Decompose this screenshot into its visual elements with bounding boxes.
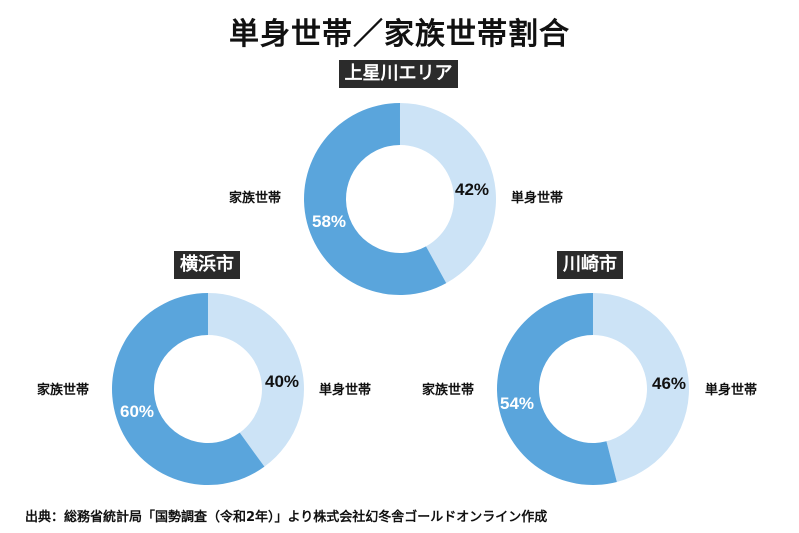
donut-kamihoshikawa: 42% 58% <box>304 103 496 295</box>
donut-segments <box>304 103 496 295</box>
single-pct: 42% <box>455 180 489 199</box>
family-label-yokohama: 家族世帯 <box>37 383 90 398</box>
region-label-yokohama: 横浜市 <box>174 251 240 279</box>
segment-single <box>208 293 304 467</box>
source-note: 出典：総務省統計局「国勢調査（令和2年）」より株式会社幻冬舎ゴールドオンライン作… <box>25 510 548 525</box>
region-label-kamihoshikawa: 上星川エリア <box>339 60 458 88</box>
chart-title: 単身世帯／家族世帯割合 <box>229 17 570 52</box>
single-pct: 40% <box>265 372 299 391</box>
donut-yokohama: 40% 60% <box>112 293 304 485</box>
segment-family <box>112 293 265 485</box>
single-label-kamihoshikawa: 単身世帯 <box>511 191 564 206</box>
family-pct: 58% <box>312 212 346 231</box>
segment-single <box>593 293 689 482</box>
donut-segments <box>112 293 304 485</box>
family-label-kamihoshikawa: 家族世帯 <box>229 191 282 206</box>
segment-family <box>497 293 617 485</box>
single-pct: 46% <box>652 374 686 393</box>
family-pct: 60% <box>120 402 154 421</box>
donut-kawasaki: 46% 54% <box>497 293 689 485</box>
region-label-kawasaki: 川崎市 <box>557 251 623 279</box>
family-pct: 54% <box>500 394 534 413</box>
donut-segments <box>497 293 689 485</box>
segment-single <box>400 103 496 284</box>
single-label-kawasaki: 単身世帯 <box>705 383 758 398</box>
segment-family <box>304 103 447 295</box>
single-label-yokohama: 単身世帯 <box>319 383 372 398</box>
family-label-kawasaki: 家族世帯 <box>422 383 475 398</box>
